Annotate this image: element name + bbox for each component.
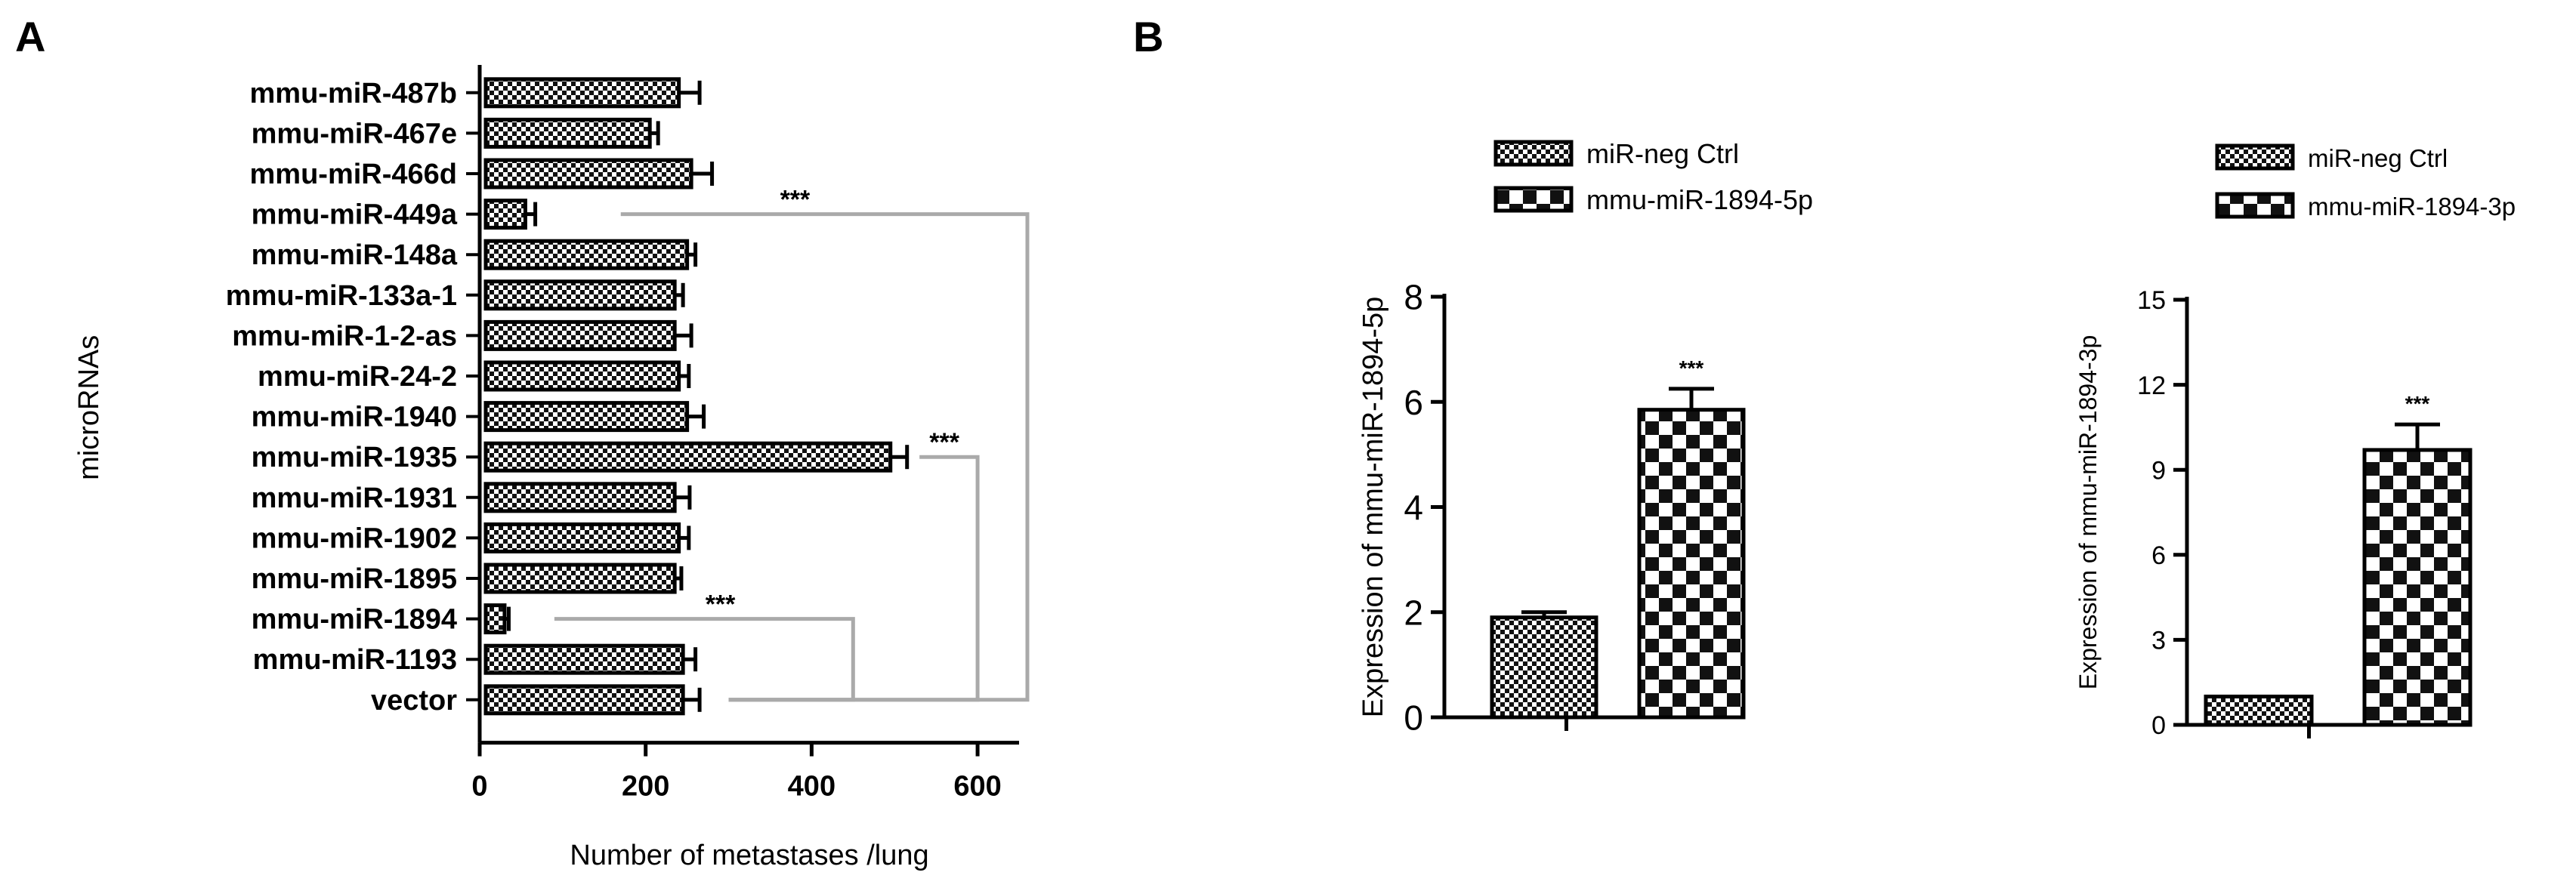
- y-tick-label: 3: [2151, 627, 2166, 655]
- significance-label: ***: [929, 428, 959, 457]
- bar: [483, 279, 677, 311]
- bar: [483, 319, 677, 351]
- category-label: mmu-miR-24-2: [258, 361, 457, 393]
- bar: [483, 482, 677, 513]
- significance-label: ***: [1679, 356, 1704, 380]
- bar: [483, 199, 527, 230]
- legend-label: miR-neg Ctrl: [2308, 144, 2448, 172]
- bar: [483, 643, 685, 675]
- legend-label: mmu-miR-1894-3p: [2308, 193, 2516, 220]
- bar: [483, 158, 693, 190]
- category-label: mmu-miR-1193: [253, 644, 457, 676]
- category-label: mmu-miR-1895: [252, 563, 457, 595]
- panel-letter-a: A: [15, 13, 45, 60]
- category-label: mmu-miR-467e: [252, 118, 457, 150]
- significance-label: ***: [2405, 392, 2430, 415]
- panel-a-chart: 0 200 400 600 mmu-miR-487b mmu-miR-467e mmu-mi…: [73, 65, 1030, 871]
- y-tick-label: 0: [1404, 698, 1423, 738]
- category-label: mmu-miR-1-2-as: [232, 320, 457, 352]
- bar: [483, 360, 681, 392]
- bar: [483, 117, 652, 149]
- category-label: mmu-miR-133a-1: [226, 280, 457, 312]
- bar: [2362, 448, 2473, 727]
- bar: [483, 684, 685, 716]
- x-tick-label: 400: [788, 771, 836, 803]
- bar: [1637, 408, 1746, 720]
- category-label: mmu-miR-466d: [250, 159, 458, 190]
- bar: [2204, 694, 2314, 727]
- y-tick-label: 2: [1404, 593, 1423, 632]
- bar: [483, 563, 677, 594]
- bar: [483, 401, 690, 433]
- y-axis-title: microRNAs: [73, 335, 105, 480]
- y-tick-label: 6: [1404, 383, 1423, 422]
- category-label: mmu-miR-1940: [252, 402, 457, 433]
- y-tick-label: 0: [2151, 711, 2166, 740]
- category-label: mmu-miR-1902: [252, 523, 457, 554]
- y-tick-label: 9: [2151, 456, 2166, 485]
- x-tick-label: 600: [953, 771, 1001, 803]
- y-tick-label: 4: [1404, 488, 1423, 527]
- y-axis-title: Expression of mmu-miR-1894-3p: [2074, 335, 2102, 690]
- significance-bracket: [554, 617, 855, 702]
- category-label: mmu-miR-1935: [252, 442, 457, 473]
- y-axis-title: Expression of mmu-miR-1894-5p: [1357, 297, 1389, 718]
- panel-letter-b: B: [1133, 13, 1163, 60]
- panel-b-left-chart: 0 2 4 6 8 miR-neg Ctrl mmu-miR-1894-5p *** Expre…: [1357, 138, 1813, 738]
- legend-label: miR-neg Ctrl: [1586, 138, 1739, 169]
- bar: [483, 522, 681, 553]
- bar: [483, 441, 893, 473]
- bar: [1490, 615, 1598, 720]
- y-tick-label: 8: [1404, 278, 1423, 317]
- legend-swatch: [1493, 140, 1574, 167]
- x-axis-title: Number of metastases /lung: [570, 840, 928, 871]
- category-label: mmu-miR-449a: [252, 199, 458, 231]
- legend-swatch: [1493, 186, 1574, 213]
- legend-swatch: [2215, 192, 2295, 219]
- y-tick-label: 12: [2137, 371, 2166, 400]
- panel-b-right-chart: 0 3 6 9 12 15 miR-neg Ctrl mmu-miR-1894-3p *** Ex…: [2074, 143, 2516, 740]
- legend-label: mmu-miR-1894-5p: [1586, 184, 1813, 215]
- bar: [483, 77, 681, 109]
- y-tick-label: 15: [2137, 286, 2166, 315]
- x-tick-label: 200: [622, 771, 669, 803]
- x-tick-label: 0: [471, 771, 487, 803]
- significance-label: ***: [706, 590, 736, 619]
- significance-label: ***: [780, 186, 811, 214]
- category-label: mmu-miR-1894: [252, 604, 457, 636]
- category-label: vector: [371, 685, 457, 717]
- bar: [483, 239, 690, 270]
- bar: [483, 603, 507, 635]
- category-label: mmu-miR-148a: [252, 239, 458, 271]
- category-label: mmu-miR-487b: [250, 78, 458, 109]
- legend-swatch: [2215, 143, 2295, 171]
- y-tick-label: 6: [2151, 541, 2166, 570]
- category-label: mmu-miR-1931: [252, 482, 457, 514]
